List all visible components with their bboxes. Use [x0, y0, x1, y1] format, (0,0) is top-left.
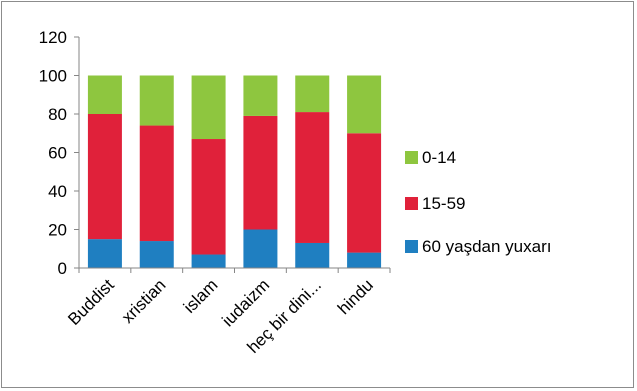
x-tick-label: Buddist — [64, 275, 118, 329]
y-tick-label: 20 — [48, 221, 67, 240]
legend: 0-14 15-59 60 yaşdan yuxarı — [405, 148, 551, 256]
bars — [87, 75, 382, 268]
legend-label: 15-59 — [422, 194, 465, 213]
bar-segment — [243, 115, 278, 230]
bar-segment — [347, 252, 382, 268]
bar-segment — [191, 75, 226, 140]
bar-segment — [87, 75, 122, 114]
bar-segment — [243, 229, 278, 268]
y-tick-label: 80 — [48, 105, 67, 124]
bar-segment — [139, 241, 174, 268]
y-tick-label: 0 — [58, 259, 67, 278]
bar-segment — [295, 75, 330, 113]
bar-segment — [139, 75, 174, 126]
y-tick-label: 100 — [39, 67, 67, 86]
bar-segment — [191, 139, 226, 255]
x-tick-label: hindu — [334, 275, 377, 318]
bar-segment — [295, 112, 330, 243]
legend-swatch — [405, 240, 418, 253]
bar-segment — [347, 133, 382, 253]
bar-segment — [243, 75, 278, 116]
y-axis: 0 20 40 60 80 100 120 — [39, 28, 80, 278]
bar-segment — [139, 125, 174, 242]
legend-swatch — [405, 197, 418, 210]
bar-segment — [347, 75, 382, 134]
y-tick-label: 40 — [48, 182, 67, 201]
bar-segment — [191, 254, 226, 268]
bar-segment — [295, 242, 330, 268]
y-tick-label: 120 — [39, 28, 67, 47]
legend-label: 60 yaşdan yuxarı — [422, 237, 551, 256]
y-tick-label: 60 — [48, 144, 67, 163]
x-tick-label: xristian — [118, 275, 170, 327]
x-tick-label: islam — [180, 275, 221, 316]
bar-segment — [87, 239, 122, 268]
legend-swatch — [405, 151, 418, 164]
legend-label: 0-14 — [422, 148, 456, 167]
bar-segment — [87, 114, 122, 240]
